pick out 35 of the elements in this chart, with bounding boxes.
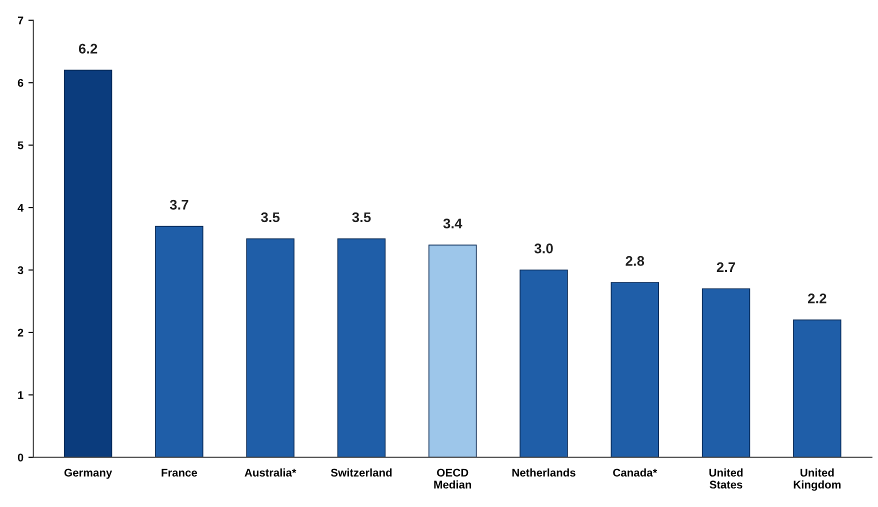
bar [520,270,568,458]
data-label: 3.4 [443,218,462,228]
x-tick-label: Netherlands [512,468,576,477]
x-tick-label: Switzerland [330,468,392,477]
data-label: 2.8 [626,256,644,266]
x-tick-label: United Kingdom [794,468,841,491]
y-tick-label: 2 [18,328,24,336]
x-tick-label: Australia* [244,468,296,477]
data-label: 3.5 [352,212,371,222]
y-tick-label: 0 [18,454,24,462]
data-label: 3.7 [170,200,188,210]
bar [246,238,294,458]
y-tick-label: 1 [18,391,24,399]
bar [610,282,660,458]
bar [155,226,204,458]
data-label: 2.7 [716,262,736,272]
y-tick-label: 6 [18,78,24,87]
x-tick-label: Germany [64,468,112,479]
bar [428,244,477,458]
data-label: 2.2 [808,293,826,304]
data-label: 6.2 [78,44,98,54]
x-tick-label: France [162,468,198,477]
bar [702,288,750,458]
x-tick-label: Canada* [613,468,658,477]
data-label: 3.0 [534,244,553,254]
y-tick-label: 7 [18,16,24,24]
y-tick-label: 3 [18,266,24,274]
x-tick-label: OECD Median [434,468,472,489]
y-tick-label: 4 [18,204,24,212]
bar [337,238,386,458]
bar [793,320,842,458]
x-tick-label: United States [709,468,743,489]
bar [64,70,112,458]
data-label: 3.5 [260,212,280,222]
y-tick-label: 5 [18,142,24,150]
